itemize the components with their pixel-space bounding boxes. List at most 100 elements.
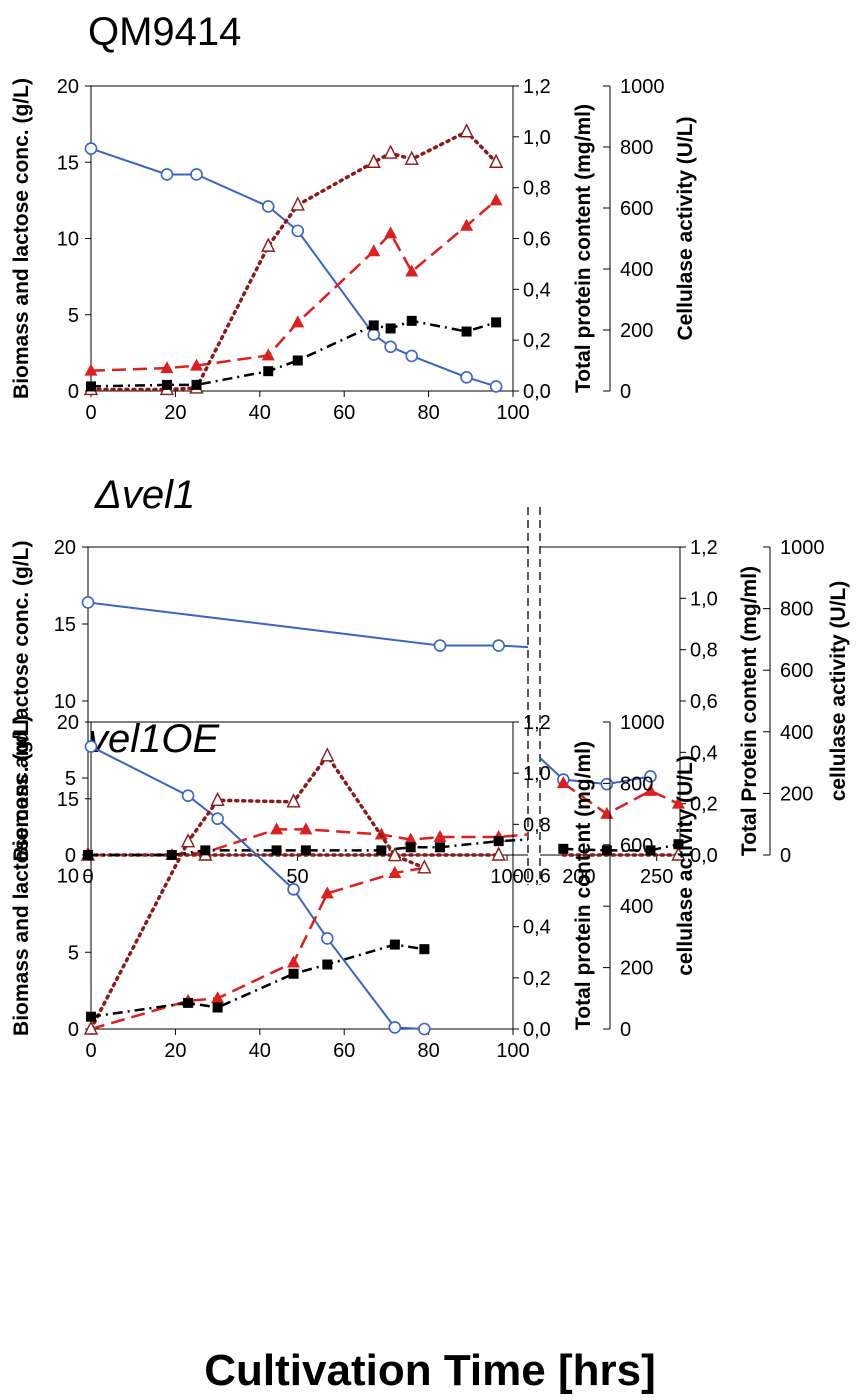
x-tick-label: 0: [82, 866, 93, 888]
panel-title: Δvel1: [94, 473, 195, 517]
data-point-open-triangle: [488, 153, 504, 168]
data-point-triangle: [84, 363, 98, 376]
chart-panel-qm9414: QM9414051015200,00,20,40,60,81,01,202004…: [10, 10, 697, 424]
y-right1-axis-label: Total protein content (mg/ml): [572, 104, 595, 393]
data-point-triangle: [287, 955, 301, 968]
y-right2-tick-label: 800: [620, 137, 653, 159]
y-right1-tick-label: 0,2: [523, 968, 551, 990]
x-tick-label: 20: [164, 1040, 186, 1062]
y-left-axis-label: Biomass and lactose conc. (g/L): [10, 715, 33, 1036]
data-point-square: [601, 845, 612, 856]
data-point-square: [406, 315, 417, 326]
data-point-open-triangle: [404, 150, 419, 165]
series-line-total_protein: [88, 828, 529, 857]
x-tick-label: 60: [333, 1040, 355, 1062]
data-point-circle: [492, 639, 505, 652]
y-right1-tick-label: 0,0: [523, 381, 551, 403]
y-right2-tick-label: 1000: [620, 76, 665, 98]
y-right1-tick-label: 0,6: [523, 866, 551, 888]
data-point-square: [86, 381, 96, 392]
series-line-biomass: [88, 838, 529, 857]
data-point-circle: [367, 328, 381, 341]
data-point-triangle: [405, 264, 419, 277]
x-tick-label: 250: [640, 866, 673, 888]
data-point-square: [300, 845, 311, 856]
data-point-square: [183, 997, 194, 1008]
y-left-tick-label: 20: [54, 537, 76, 559]
data-point-square: [376, 845, 387, 856]
x-tick-label: 80: [417, 402, 439, 424]
y-right2-tick-label: 400: [620, 259, 653, 281]
y-right1-tick-label: 0,4: [690, 742, 718, 764]
y-right2-tick-label: 0: [620, 381, 631, 403]
data-point-circle: [600, 777, 614, 791]
y-left-tick-label: 15: [54, 614, 76, 636]
y-left-tick-label: 5: [68, 305, 79, 327]
y-left-axis-label: Biomass and lactose conc. (g/L): [10, 78, 33, 399]
data-point-square: [86, 1011, 96, 1022]
y-right2-tick-label: 0: [620, 1019, 631, 1041]
y-left-tick-label: 20: [57, 712, 79, 734]
y-right1-tick-label: 1,2: [523, 712, 551, 734]
y-left-tick-label: 0: [68, 381, 79, 403]
y-right2-tick-label: 800: [620, 773, 653, 795]
series-line-cellulase: [89, 752, 427, 1031]
data-point-open-triangle: [417, 859, 432, 874]
data-point-square: [673, 839, 684, 850]
data-point-square: [161, 379, 172, 390]
data-point-circle: [211, 812, 224, 826]
data-point-square: [419, 944, 430, 955]
data-point-circle: [190, 168, 203, 181]
data-point-open-triangle: [320, 747, 335, 762]
data-point-square: [166, 850, 177, 860]
data-point-open-triangle: [383, 144, 398, 159]
data-point-triangle: [261, 348, 275, 361]
data-point-circle: [384, 340, 397, 354]
data-point-circle: [388, 1021, 402, 1034]
panel-title: QM9414: [88, 10, 241, 54]
data-point-circle: [287, 883, 300, 896]
y-right1-tick-label: 0,0: [523, 1019, 551, 1041]
y-right2-tick-label: 800: [780, 599, 813, 621]
x-tick-label: 100: [496, 1040, 529, 1062]
data-point-square: [200, 845, 211, 856]
data-point-open-triangle: [83, 1020, 99, 1035]
data-point-circle: [84, 740, 98, 753]
data-point-circle: [433, 639, 447, 652]
data-point-circle: [489, 380, 503, 393]
data-point-circle: [460, 370, 473, 384]
x-tick-label: 100: [496, 402, 529, 424]
x-tick-label: 100: [490, 866, 523, 888]
axis-break-gap: [528, 546, 540, 856]
data-point-triangle: [291, 315, 305, 328]
y-right1-tick-label: 0,4: [523, 917, 551, 939]
chart-panel-vel1oe: vel1OE051015200,00,20,40,60,81,01,202004…: [10, 712, 697, 1062]
x-tick-label: 0: [85, 402, 96, 424]
data-point-open-triangle: [290, 196, 305, 211]
y-right2-tick-label: 400: [620, 896, 653, 918]
series-line-lactose: [539, 757, 651, 786]
y-left-tick-label: 10: [54, 691, 76, 713]
y-right1-tick-label: 0,6: [690, 691, 718, 713]
data-point-circle: [160, 168, 174, 181]
data-point-triangle: [160, 361, 174, 374]
y-right2-axis-label: Cellulase activity (U/L): [674, 116, 697, 340]
series-line-total_protein: [90, 866, 425, 1031]
data-point-triangle: [671, 796, 685, 809]
data-point-circle: [291, 224, 305, 238]
data-point-triangle: [643, 783, 657, 796]
y-left-tick-label: 15: [57, 789, 79, 811]
data-point-open-triangle: [387, 846, 402, 862]
data-point-square: [493, 836, 504, 847]
data-point-triangle: [190, 358, 203, 371]
data-point-triangle: [489, 193, 503, 206]
y-right1-tick-label: 0,4: [523, 279, 551, 301]
y-left-tick-label: 0: [65, 845, 76, 867]
data-point-triangle: [270, 822, 284, 835]
y-right1-tick-label: 1,2: [523, 76, 551, 98]
data-point-open-triangle: [459, 123, 474, 138]
data-point-square: [385, 323, 396, 334]
data-point-circle: [321, 932, 334, 945]
y-right1-tick-label: 1,0: [523, 127, 551, 149]
